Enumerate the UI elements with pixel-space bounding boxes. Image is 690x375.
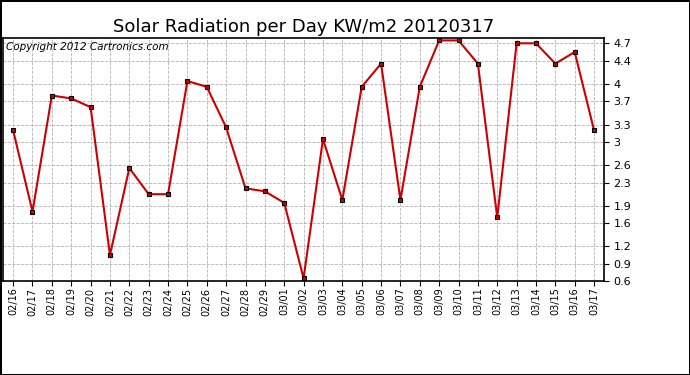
Title: Solar Radiation per Day KW/m2 20120317: Solar Radiation per Day KW/m2 20120317 [113,18,494,36]
Text: Copyright 2012 Cartronics.com: Copyright 2012 Cartronics.com [6,42,169,52]
